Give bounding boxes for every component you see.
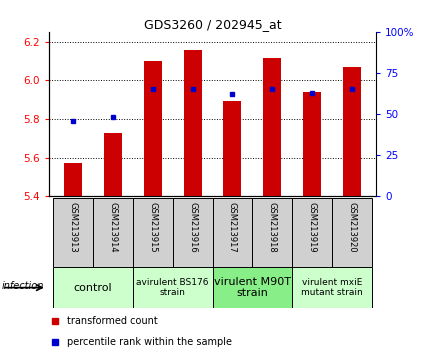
Text: virulent mxiE
mutant strain: virulent mxiE mutant strain [301, 278, 363, 297]
Bar [212, 267, 292, 308]
Bar [292, 198, 332, 267]
Text: avirulent BS176
strain: avirulent BS176 strain [136, 278, 209, 297]
Bar [144, 61, 162, 196]
Text: percentile rank within the sample: percentile rank within the sample [67, 337, 232, 348]
Bar [104, 132, 122, 196]
Bar [252, 198, 292, 267]
Text: GSM213917: GSM213917 [228, 202, 237, 252]
Text: GSM213915: GSM213915 [148, 202, 157, 252]
Text: GSM213919: GSM213919 [308, 202, 317, 252]
Text: control: control [74, 282, 112, 293]
Bar [303, 92, 321, 196]
Bar [212, 198, 252, 267]
Text: GSM213913: GSM213913 [68, 202, 77, 252]
Bar [332, 198, 372, 267]
Title: GDS3260 / 202945_at: GDS3260 / 202945_at [144, 18, 281, 31]
Text: GSM213920: GSM213920 [348, 202, 357, 252]
Bar [292, 267, 372, 308]
Bar [53, 267, 133, 308]
Text: transformed count: transformed count [67, 316, 158, 326]
Text: GSM213914: GSM213914 [108, 202, 117, 252]
Bar [173, 198, 212, 267]
Text: GSM213918: GSM213918 [268, 202, 277, 252]
Text: virulent M90T
strain: virulent M90T strain [214, 277, 291, 298]
Bar [184, 50, 201, 196]
Bar [93, 198, 133, 267]
Bar [264, 58, 281, 196]
Bar [133, 198, 173, 267]
Bar [224, 101, 241, 196]
Bar [64, 162, 82, 196]
Text: GSM213916: GSM213916 [188, 202, 197, 252]
Text: infection: infection [2, 281, 45, 291]
Bar [53, 198, 93, 267]
Bar [133, 267, 212, 308]
Bar [343, 67, 361, 196]
